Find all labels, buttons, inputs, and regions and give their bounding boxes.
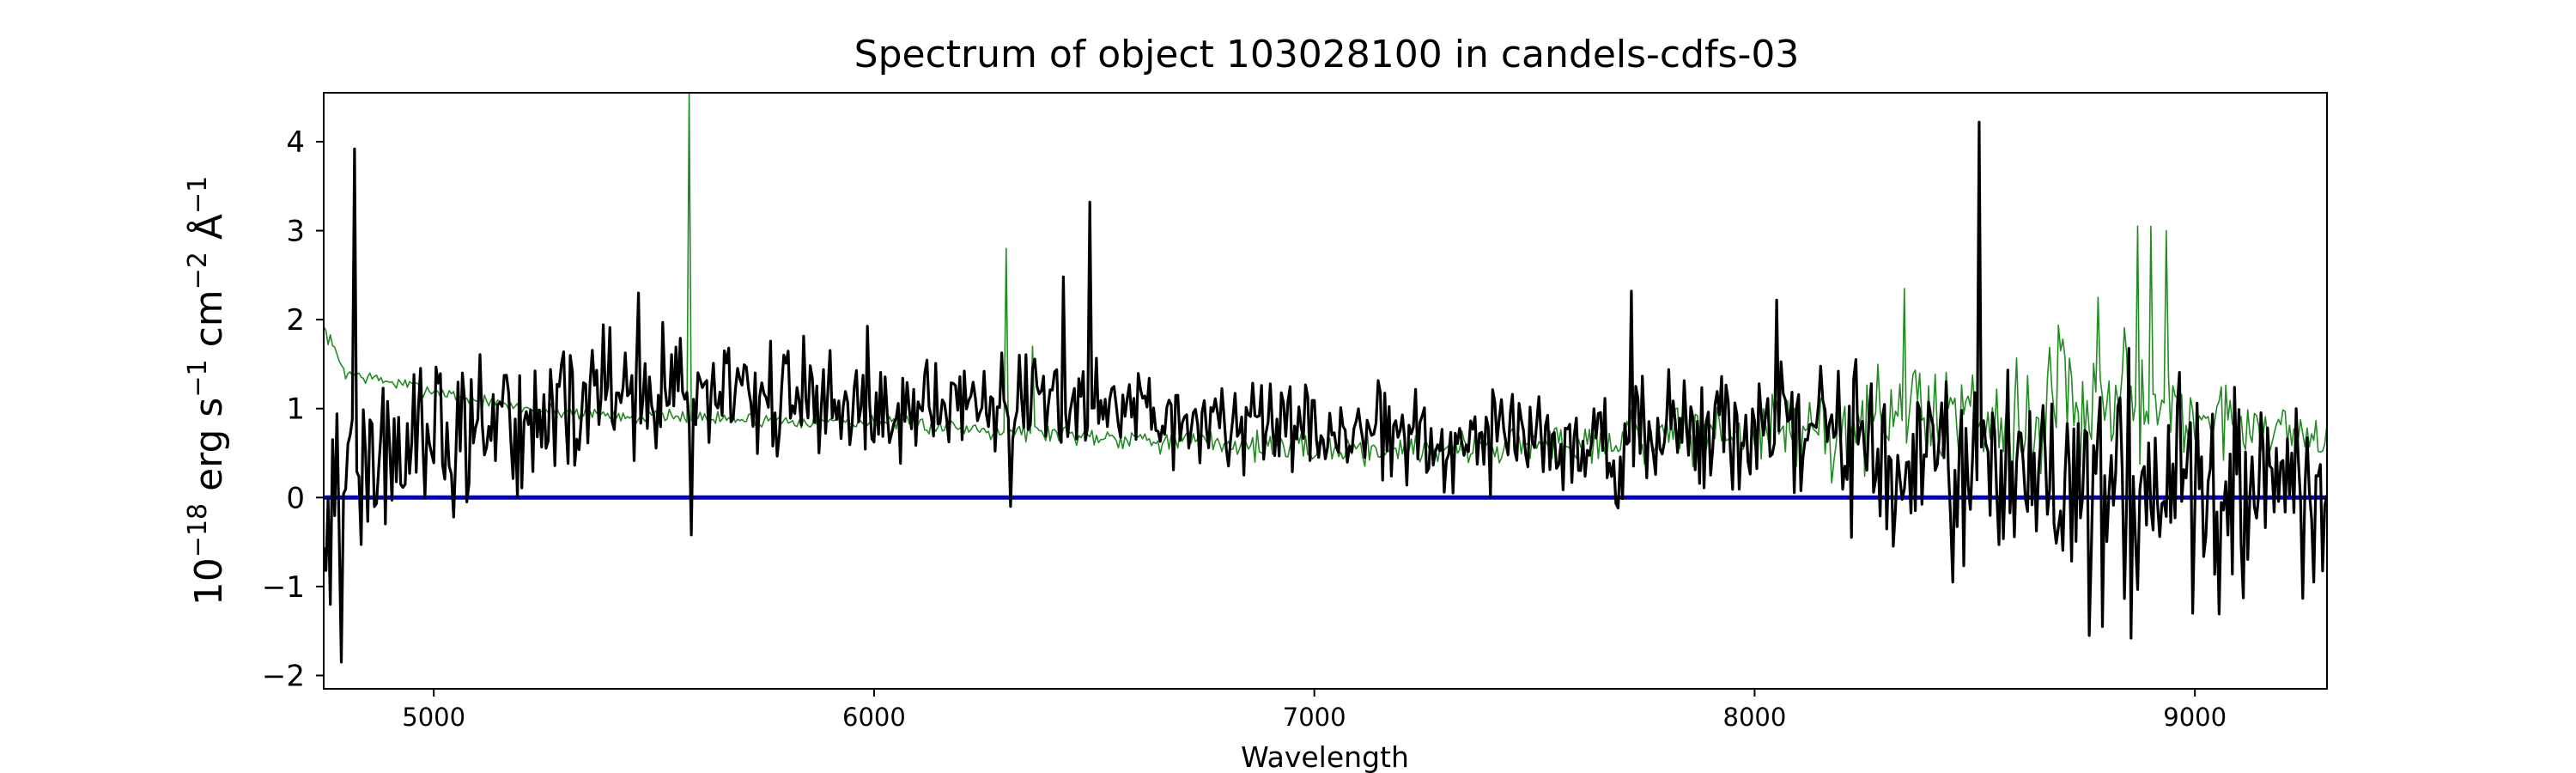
- y-tick-label: 0: [286, 481, 305, 515]
- y-tick-label: −1: [262, 570, 305, 605]
- y-label-exp: −18: [183, 503, 213, 557]
- y-label-unit-1: erg s: [187, 398, 231, 503]
- x-tick-label: 5000: [402, 703, 465, 732]
- y-tick-label: −2: [262, 659, 305, 693]
- y-label-base: 10: [187, 557, 231, 606]
- y-tick-label: 3: [286, 215, 305, 249]
- x-tick-label: 7000: [1283, 703, 1346, 732]
- flux-series: [324, 120, 2327, 664]
- axes-frame: [323, 92, 2328, 690]
- y-label-unit-2-exp: −2: [183, 252, 213, 289]
- flux-spectrum-line: [324, 120, 2327, 664]
- y-tick-label: 4: [286, 125, 305, 160]
- y-label-unit-3: Å: [185, 214, 231, 252]
- x-tick-label: 6000: [842, 703, 906, 732]
- chart-title: Spectrum of object 103028100 in candels-…: [854, 33, 1800, 76]
- y-tick-label: 1: [286, 393, 305, 427]
- y-tick-label: 2: [286, 303, 305, 338]
- x-axis-ticks: 5000 6000 7000 8000 9000: [402, 689, 2227, 732]
- y-label-unit-3-exp: −1: [183, 176, 213, 214]
- y-label-unit-2: cm: [187, 289, 231, 359]
- x-axis-label: Wavelength: [1241, 740, 1409, 773]
- y-label-unit-1-exp: −1: [183, 359, 213, 397]
- x-tick-label: 8000: [1723, 703, 1787, 732]
- y-axis-ticks: −2 −1 0 1 2 3 4: [262, 125, 324, 693]
- y-axis-label: 10−18 erg s−1 cm−2 Å−1: [183, 176, 231, 606]
- plot-area: [323, 92, 2328, 690]
- x-tick-label: 9000: [2163, 703, 2227, 732]
